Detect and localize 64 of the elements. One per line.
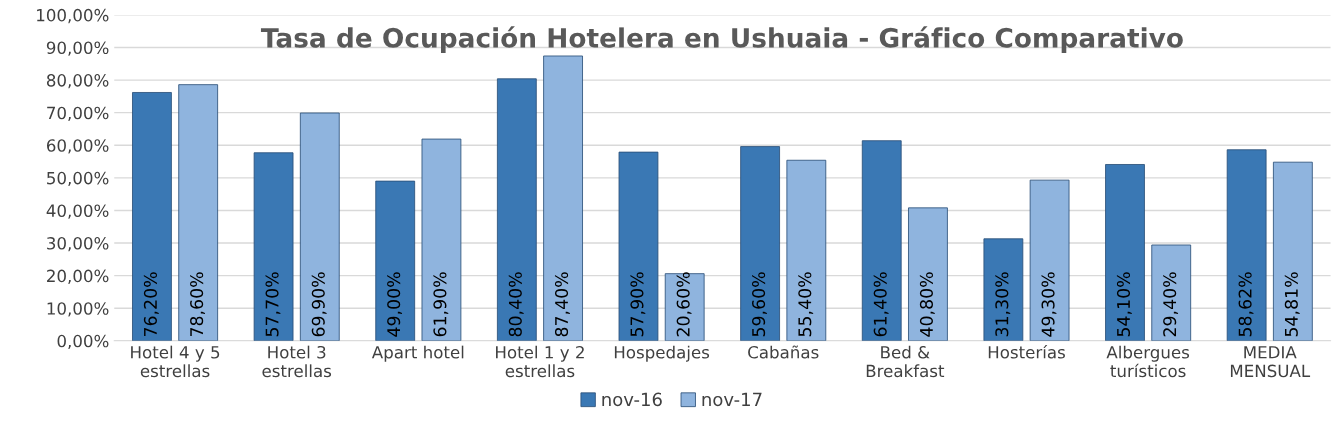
legend-label: nov-16 xyxy=(602,392,662,407)
bar xyxy=(253,152,294,341)
x-tick-label: Hotel 3 estrellas xyxy=(262,345,332,378)
x-tick-label: Hosterías xyxy=(988,344,1065,359)
bar xyxy=(861,140,902,341)
x-tick-label: Hotel 4 y 5 estrellas xyxy=(131,345,220,378)
bar xyxy=(1272,161,1313,341)
bar xyxy=(740,146,780,341)
x-tick-label: Hotel 1 y 2 estrellas xyxy=(496,345,584,378)
bar xyxy=(1105,164,1145,341)
bar xyxy=(543,55,583,341)
y-tick-label: 20,00% xyxy=(47,269,109,284)
data-label: 78,60% xyxy=(190,272,205,337)
bar xyxy=(299,112,340,341)
bar xyxy=(983,238,1024,341)
bar xyxy=(375,180,416,341)
y-tick-label: 70,00% xyxy=(47,106,109,121)
x-tick-label: Bed & Breakfast xyxy=(866,345,945,378)
bar xyxy=(178,84,219,341)
data-label: 55,40% xyxy=(798,272,814,337)
bar xyxy=(496,78,537,341)
data-label: 61,40% xyxy=(873,272,889,337)
data-label: 57,90% xyxy=(630,272,646,337)
y-tick-label: 30,00% xyxy=(47,237,109,252)
chart-title: Tasa de Ocupación Hotelera en Ushuaia - Gráfico Comparativo xyxy=(260,26,1183,53)
data-label: 31,30% xyxy=(995,272,1011,337)
y-tick-label: 60,00% xyxy=(46,139,109,154)
data-label: 69,90% xyxy=(311,272,327,337)
bar xyxy=(1226,149,1267,341)
bar xyxy=(1151,244,1192,341)
bar xyxy=(1029,179,1070,341)
x-tick-label: Apart hotel xyxy=(371,345,464,362)
bar xyxy=(618,151,659,341)
y-tick-label: 10,00% xyxy=(47,302,109,317)
y-tick-label: 90,00% xyxy=(46,41,109,56)
x-tick-label: Cabañas xyxy=(748,345,819,359)
y-tick-label: 0,00% xyxy=(57,334,109,350)
data-label: 87,40% xyxy=(554,272,570,337)
y-tick-label: 80,00% xyxy=(46,74,109,89)
bar xyxy=(908,207,948,341)
data-label: 40,80% xyxy=(919,272,935,337)
x-tick-label: MEDIA MENSUAL xyxy=(1230,346,1311,378)
bar xyxy=(421,138,462,341)
data-label: 49,00% xyxy=(387,272,403,337)
data-label: 61,90% xyxy=(433,272,449,337)
data-label: 57,70% xyxy=(265,272,281,337)
data-label: 58,62% xyxy=(1238,272,1254,337)
data-label: 76,20% xyxy=(143,272,159,337)
data-label: 59,60% xyxy=(752,272,767,337)
data-label: 54,10% xyxy=(1116,272,1132,337)
data-label: 80,40% xyxy=(508,272,524,337)
y-tick-label: 100,00% xyxy=(37,8,109,24)
bar xyxy=(132,92,172,341)
data-label: 29,40% xyxy=(1163,272,1179,337)
bar xyxy=(664,273,705,341)
y-tick-label: 50,00% xyxy=(47,171,109,187)
data-label: 20,60% xyxy=(676,272,692,337)
bar xyxy=(786,159,827,341)
data-label: 49,30% xyxy=(1041,272,1057,337)
x-tick-label: Hospedajes xyxy=(614,345,710,362)
y-tick-label: 40,00% xyxy=(46,204,109,219)
data-label: 54,81% xyxy=(1284,272,1300,337)
legend-label: nov-17 xyxy=(702,392,762,407)
x-tick-label: Albergues turísticos xyxy=(1106,345,1190,378)
